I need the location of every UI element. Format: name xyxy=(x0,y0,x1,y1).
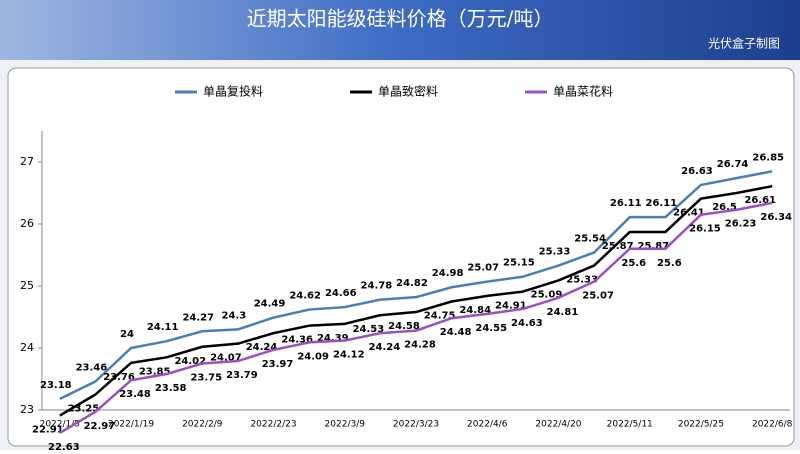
value-label: 24.82 xyxy=(396,278,428,289)
value-label: 23.85 xyxy=(139,366,171,377)
y-tick-label: 27 xyxy=(20,155,34,168)
value-label: 24.58 xyxy=(388,321,420,332)
value-label: 26.15 xyxy=(689,224,721,235)
value-label: 23.18 xyxy=(40,380,72,391)
value-label: 25.6 xyxy=(657,258,682,269)
value-label: 24.07 xyxy=(210,353,242,364)
x-tick-label: 2022/2/23 xyxy=(250,420,296,430)
x-tick-label: 2022/6/8 xyxy=(752,420,793,430)
value-label: 24.84 xyxy=(459,305,491,316)
legend-label: 单晶复投料 xyxy=(203,84,263,99)
legend-label: 单晶致密料 xyxy=(378,84,438,99)
x-tick-label: 2022/3/9 xyxy=(325,420,366,430)
value-label: 24.24 xyxy=(369,342,401,353)
value-label: 25.07 xyxy=(467,263,499,274)
value-label: 23.46 xyxy=(76,362,108,373)
value-label: 24.27 xyxy=(182,312,214,323)
value-label: 26.41 xyxy=(673,208,705,219)
value-label: 24.75 xyxy=(424,311,456,322)
value-label: 24.78 xyxy=(361,281,393,292)
y-tick-label: 24 xyxy=(20,341,34,354)
value-label: 24.91 xyxy=(495,301,527,312)
value-label: 26.11 xyxy=(610,198,642,209)
y-tick-label: 25 xyxy=(20,279,34,292)
value-label: 26.61 xyxy=(744,195,776,206)
legend-label: 单晶菜花料 xyxy=(553,84,613,99)
plot-panel xyxy=(7,67,795,447)
x-tick-label: 2022/4/6 xyxy=(467,420,508,430)
series-line xyxy=(59,184,773,417)
x-tick-label: 2022/1/19 xyxy=(108,420,154,430)
value-label: 26.85 xyxy=(752,152,784,163)
value-label: 23.58 xyxy=(155,383,187,394)
value-label: 24.02 xyxy=(174,356,206,367)
header-band xyxy=(0,0,800,60)
value-label: 25.6 xyxy=(621,258,646,269)
value-label: 24 xyxy=(120,329,134,340)
series-line xyxy=(59,170,773,400)
value-label: 23.79 xyxy=(226,370,258,381)
source-note: 光伏盒子制图 xyxy=(708,36,780,51)
value-label: 24.48 xyxy=(440,327,472,338)
value-label: 23.75 xyxy=(190,373,222,384)
x-tick-label: 2022/5/11 xyxy=(607,420,653,430)
value-label: 26.23 xyxy=(725,219,757,230)
x-tick-label: 2022/4/20 xyxy=(535,420,581,430)
value-label: 24.3 xyxy=(222,310,247,321)
value-label: 24.39 xyxy=(317,333,349,344)
value-label: 22.63 xyxy=(48,442,80,450)
value-label: 26.5 xyxy=(712,202,737,213)
value-label: 25.33 xyxy=(539,247,571,258)
value-label: 25.54 xyxy=(574,234,606,245)
value-label: 25.87 xyxy=(602,241,634,252)
y-tick-label: 26 xyxy=(20,217,34,230)
value-label: 24.12 xyxy=(333,350,365,361)
value-label: 25.87 xyxy=(638,241,670,252)
y-tick-label: 23 xyxy=(20,403,34,416)
chart-title: 近期太阳能级硅料价格（万元/吨） xyxy=(247,7,554,31)
value-label: 23.76 xyxy=(103,372,135,383)
series-line xyxy=(59,201,773,435)
value-label: 24.09 xyxy=(297,351,329,362)
value-label: 24.36 xyxy=(281,335,313,346)
value-label: 23.25 xyxy=(68,404,100,415)
value-label: 24.24 xyxy=(246,342,278,353)
value-label: 24.81 xyxy=(547,307,579,318)
value-label: 22.91 xyxy=(32,425,64,436)
value-label: 23.97 xyxy=(262,359,294,370)
value-label: 24.55 xyxy=(475,323,507,334)
value-label: 26.63 xyxy=(681,166,713,177)
x-tick-label: 2022/5/25 xyxy=(678,420,724,430)
value-label: 24.49 xyxy=(254,299,286,310)
value-label: 26.74 xyxy=(717,159,749,170)
value-label: 24.62 xyxy=(289,291,321,302)
value-label: 25.07 xyxy=(582,291,614,302)
value-label: 25.09 xyxy=(531,289,563,300)
value-label: 23.48 xyxy=(119,389,151,400)
value-label: 24.11 xyxy=(147,322,179,333)
value-label: 22.97 xyxy=(84,421,116,432)
x-tick-label: 2022/1/5 xyxy=(40,420,80,430)
x-tick-label: 2022/3/23 xyxy=(393,420,439,430)
value-label: 26.11 xyxy=(646,198,678,209)
value-label: 25.33 xyxy=(566,275,598,286)
value-label: 24.63 xyxy=(511,318,543,329)
value-label: 24.66 xyxy=(325,288,357,299)
x-tick-label: 2022/2/9 xyxy=(182,420,223,430)
value-label: 24.28 xyxy=(404,340,436,351)
value-label: 24.98 xyxy=(432,268,464,279)
value-label: 24.53 xyxy=(353,324,385,335)
value-label: 25.15 xyxy=(503,258,535,269)
value-label: 26.34 xyxy=(760,212,792,223)
